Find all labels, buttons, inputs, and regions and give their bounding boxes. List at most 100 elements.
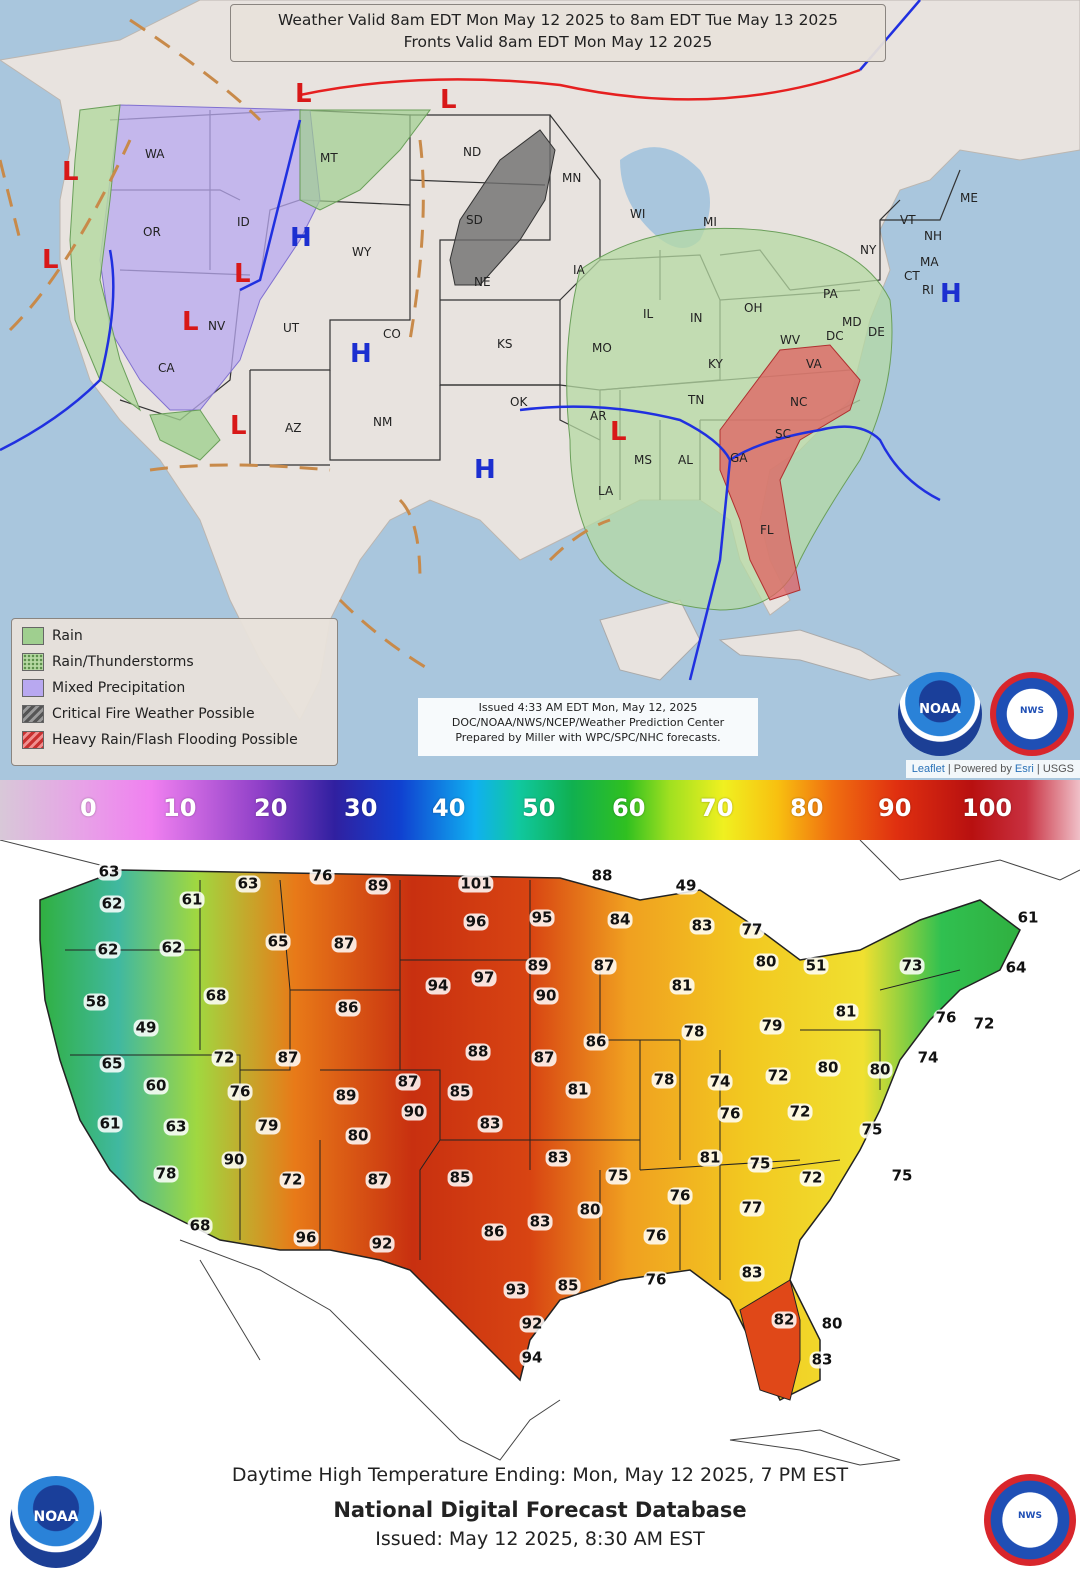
leaflet-link[interactable]: Leaflet bbox=[911, 763, 945, 775]
temp-value: 72 bbox=[971, 1014, 997, 1033]
nws-logo[interactable]: NWS bbox=[984, 1474, 1076, 1566]
temp-value: 81 bbox=[833, 1002, 859, 1021]
svg-text:SC: SC bbox=[775, 427, 791, 441]
validity-line-2: Fronts Valid 8am EDT Mon May 12 2025 bbox=[403, 33, 713, 51]
temp-value: 94 bbox=[425, 976, 451, 995]
temp-value: 76 bbox=[227, 1082, 253, 1101]
svg-text:VT: VT bbox=[900, 213, 916, 227]
temp-value: 58 bbox=[83, 992, 109, 1011]
temp-value: 80 bbox=[867, 1060, 893, 1079]
svg-text:AL: AL bbox=[678, 453, 693, 467]
temp-value: 72 bbox=[279, 1170, 305, 1189]
svg-text:WI: WI bbox=[630, 207, 645, 221]
low-pressure-label: L bbox=[610, 417, 627, 447]
svg-text:GA: GA bbox=[730, 451, 748, 465]
scale-tick: 10 bbox=[163, 794, 197, 822]
temp-value: 87 bbox=[531, 1048, 557, 1067]
svg-text:AR: AR bbox=[590, 409, 607, 423]
scale-tick: 50 bbox=[522, 794, 556, 822]
pressure-centers: L L L L L L L L H H H H bbox=[42, 79, 962, 485]
temp-value: 84 bbox=[607, 910, 633, 929]
temp-value: 74 bbox=[915, 1048, 941, 1067]
svg-text:NE: NE bbox=[474, 275, 491, 289]
low-pressure-label: L bbox=[234, 259, 251, 289]
weather-forecast-map[interactable]: L L L L L L L L H H H H WA OR ID CA NV M… bbox=[0, 0, 1080, 780]
svg-text:MT: MT bbox=[320, 151, 338, 165]
temp-value: 90 bbox=[221, 1150, 247, 1169]
temp-value: 96 bbox=[463, 912, 489, 931]
svg-text:MN: MN bbox=[562, 171, 581, 185]
svg-text:UT: UT bbox=[283, 321, 300, 335]
temp-value: 87 bbox=[395, 1072, 421, 1091]
temperature-color-scale: 0 10 20 30 40 50 60 70 80 90 100 bbox=[0, 780, 1080, 840]
nws-logo[interactable]: NWS bbox=[990, 672, 1074, 756]
florida-field bbox=[739, 1279, 801, 1401]
noaa-logo[interactable]: NOAA bbox=[10, 1476, 102, 1568]
legend-item-rain: Rain bbox=[22, 625, 83, 647]
temp-value: 79 bbox=[759, 1016, 785, 1035]
svg-text:IA: IA bbox=[573, 263, 586, 277]
legend-item-rain-thunderstorms: Rain/Thunderstorms bbox=[22, 651, 194, 673]
temp-value: 101 bbox=[458, 874, 494, 893]
svg-text:ID: ID bbox=[237, 215, 250, 229]
thunderstorm-swatch-icon bbox=[22, 653, 44, 671]
land-cuba bbox=[718, 629, 902, 681]
temp-value: 87 bbox=[275, 1048, 301, 1067]
temp-value: 77 bbox=[739, 1198, 765, 1217]
temp-value: 61 bbox=[1015, 908, 1041, 927]
svg-text:MO: MO bbox=[592, 341, 612, 355]
temp-value: 80 bbox=[819, 1314, 845, 1333]
svg-text:WY: WY bbox=[352, 245, 372, 259]
svg-text:IL: IL bbox=[643, 307, 654, 321]
svg-text:NH: NH bbox=[924, 229, 942, 243]
temp-value: 75 bbox=[605, 1166, 631, 1185]
temperature-caption-issued: Issued: May 12 2025, 8:30 AM EST bbox=[375, 1528, 705, 1550]
temp-value: 65 bbox=[265, 932, 291, 951]
legend-item-mixed-precip: Mixed Precipitation bbox=[22, 677, 185, 699]
noaa-logo[interactable]: NOAA bbox=[898, 672, 982, 756]
svg-text:NV: NV bbox=[208, 319, 226, 333]
temp-value: 75 bbox=[859, 1120, 885, 1139]
svg-text:ME: ME bbox=[960, 191, 978, 205]
temp-value: 75 bbox=[889, 1166, 915, 1185]
fire-weather-area bbox=[449, 129, 556, 286]
legend-item-fire-weather: Critical Fire Weather Possible bbox=[22, 703, 255, 725]
svg-text:OH: OH bbox=[744, 301, 762, 315]
cuba-outline bbox=[729, 1429, 901, 1466]
temp-value: 68 bbox=[187, 1216, 213, 1235]
temp-value: 62 bbox=[95, 940, 121, 959]
trough-lines bbox=[0, 18, 611, 672]
temp-value: 92 bbox=[369, 1234, 395, 1253]
high-pressure-label: H bbox=[350, 339, 372, 369]
svg-text:OK: OK bbox=[510, 395, 528, 409]
temp-value: 80 bbox=[815, 1058, 841, 1077]
scale-tick: 70 bbox=[700, 794, 734, 822]
temp-value: 62 bbox=[99, 894, 125, 913]
temp-value: 86 bbox=[583, 1032, 609, 1051]
temp-value: 78 bbox=[651, 1070, 677, 1089]
scale-tick: 0 bbox=[80, 794, 97, 822]
temp-value: 89 bbox=[333, 1086, 359, 1105]
temp-value: 85 bbox=[555, 1276, 581, 1295]
temp-value: 87 bbox=[365, 1170, 391, 1189]
temp-value: 60 bbox=[143, 1076, 169, 1095]
svg-text:RI: RI bbox=[922, 283, 934, 297]
temp-value: 65 bbox=[99, 1054, 125, 1073]
temp-value: 80 bbox=[753, 952, 779, 971]
high-temperature-map[interactable]: 63 63 76 89 101 88 62 61 49 96 95 84 83 … bbox=[0, 840, 1080, 1591]
map-attribution: Leaflet | Powered by Esri | USGS bbox=[905, 760, 1080, 778]
scale-tick: 20 bbox=[254, 794, 288, 822]
temp-value: 90 bbox=[401, 1102, 427, 1121]
temp-value: 82 bbox=[771, 1310, 797, 1329]
svg-text:DC: DC bbox=[826, 329, 844, 343]
temperature-caption-valid: Daytime High Temperature Ending: Mon, Ma… bbox=[231, 1464, 849, 1486]
temp-value: 93 bbox=[503, 1280, 529, 1299]
temp-value: 62 bbox=[159, 938, 185, 957]
fire-weather-swatch-icon bbox=[22, 705, 44, 723]
mixed-precip-swatch-icon bbox=[22, 679, 44, 697]
svg-text:DE: DE bbox=[868, 325, 885, 339]
low-pressure-label: L bbox=[440, 85, 457, 115]
temp-value: 61 bbox=[97, 1114, 123, 1133]
temp-value: 89 bbox=[365, 876, 391, 895]
esri-link[interactable]: Esri bbox=[1014, 763, 1034, 775]
